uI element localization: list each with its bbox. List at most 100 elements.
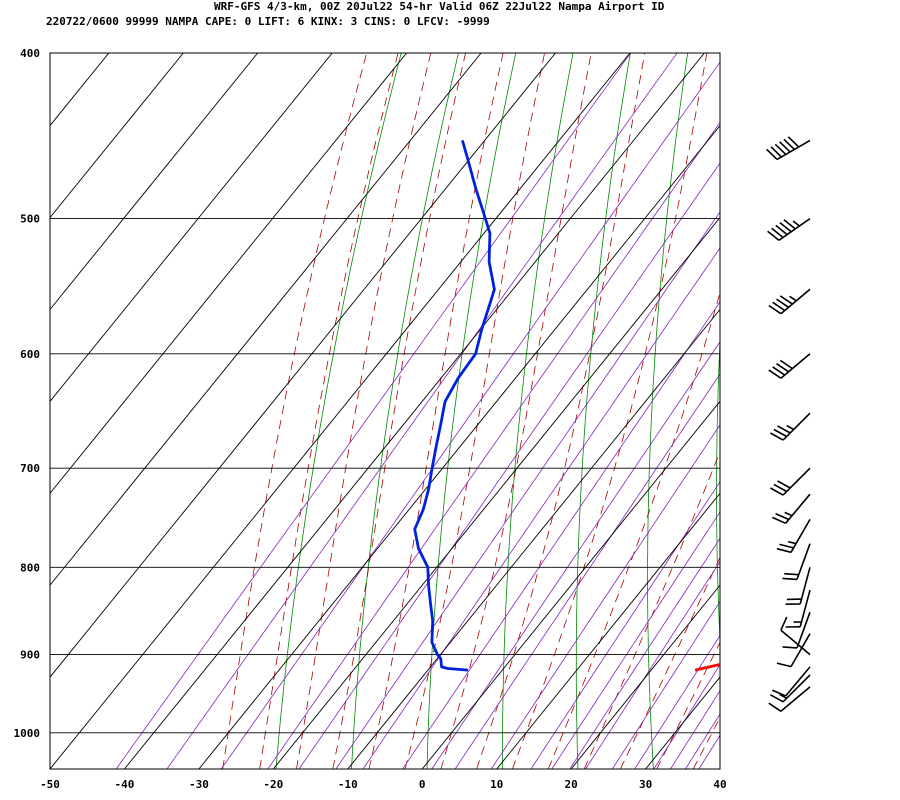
moist-adiabat — [440, 53, 592, 769]
moist-adiabat — [547, 291, 720, 769]
temperature-tick-label: 10 — [490, 778, 503, 791]
isotherm — [50, 53, 259, 311]
temperature-tick-label: 20 — [564, 778, 577, 791]
moist-adiabat — [332, 53, 466, 769]
wind-barb — [776, 518, 811, 554]
moist-adiabat — [656, 641, 720, 769]
dry-adiabat — [575, 53, 631, 769]
mixing-ratio-line — [551, 511, 720, 769]
moist-adiabat — [296, 53, 432, 769]
wind-barb — [776, 633, 811, 668]
wind-barb — [768, 686, 811, 712]
mixing-ratio-line — [115, 53, 632, 769]
pressure-tick-label: 600 — [20, 348, 40, 361]
dry-adiabat — [426, 53, 517, 769]
moist-adiabat — [620, 556, 720, 769]
dry-adiabat — [351, 53, 459, 769]
isotherm — [347, 308, 720, 769]
wind-barb — [770, 412, 811, 441]
pressure-tick-label: 1000 — [14, 727, 41, 740]
temperature-tick-labels: -50 -40 -30 -20 -10 0 10 20 30 40 — [40, 778, 727, 791]
sounding-profiles — [413, 140, 720, 672]
mixing-ratio-line — [166, 53, 678, 769]
pressure-tick-label: 900 — [20, 649, 40, 662]
moist-adiabat — [259, 53, 399, 769]
moist-adiabat — [692, 716, 720, 769]
wind-barb — [768, 353, 811, 379]
isotherm — [719, 768, 720, 769]
moist-adiabat — [222, 53, 368, 769]
temperature-tick-label: -40 — [114, 778, 134, 791]
isotherm — [198, 124, 720, 769]
chart-title: WRF-GFS 4/3-km, 00Z 20Jul22 54-hr Valid … — [214, 0, 665, 13]
dewpoint-profile — [413, 140, 496, 672]
moist-adiabat — [404, 53, 545, 769]
wind-barb — [771, 493, 811, 525]
thermodynamic-background — [50, 53, 900, 769]
mixing-ratio-line — [490, 424, 720, 769]
mixing-ratio-line — [569, 537, 720, 769]
wind-barb — [782, 611, 811, 649]
moist-adiabat — [730, 53, 900, 769]
isotherm — [124, 53, 705, 769]
dry-adiabat — [647, 53, 689, 769]
moist-adiabat — [476, 53, 646, 769]
mixing-ratio-line — [585, 560, 720, 769]
mixing-ratio-line — [298, 162, 720, 769]
pressure-tick-labels: 400 500 600 700 800 900 1000 — [14, 47, 41, 740]
mixing-ratio-line — [362, 247, 720, 769]
isotherm — [272, 216, 720, 769]
chart-stats-line: 220722/0600 99999 NAMPA CAPE: 0 LIFT: 6 … — [46, 15, 490, 28]
isotherm — [50, 53, 556, 678]
isotherm — [50, 53, 333, 403]
moist-adiabat — [583, 450, 720, 769]
wind-barb — [785, 567, 811, 605]
dry-adiabat — [502, 53, 574, 769]
mixing-ratio-line — [670, 690, 720, 769]
wind-barb — [768, 288, 811, 315]
temperature-tick-label: -10 — [338, 778, 358, 791]
mixing-ratio-line — [530, 481, 720, 769]
pressure-tick-label: 800 — [20, 561, 40, 574]
temperature-tick-label: -50 — [40, 778, 60, 791]
isotherm — [50, 53, 110, 127]
wind-barb — [785, 589, 811, 628]
dry-adiabat — [848, 53, 880, 769]
wind-barb — [770, 674, 811, 703]
wind-barb — [770, 467, 811, 496]
temperature-tick-label: 40 — [713, 778, 726, 791]
temperature-tick-label: 30 — [639, 778, 652, 791]
wind-barb-column — [766, 136, 811, 712]
mixing-ratio-line — [454, 373, 720, 769]
temperature-tick-label: -30 — [189, 778, 209, 791]
moist-adiabat — [511, 53, 708, 769]
isotherm — [570, 584, 720, 769]
isotherm — [50, 53, 407, 495]
pressure-tick-label: 500 — [20, 213, 40, 226]
pressure-tick-label: 700 — [20, 462, 40, 475]
mixing-ratio-line — [634, 634, 720, 769]
wind-barb — [771, 666, 811, 697]
mixing-ratio-line — [335, 211, 720, 769]
mixing-ratio-line — [431, 341, 720, 769]
pressure-tick-label: 400 — [20, 47, 40, 60]
wind-barb — [766, 136, 811, 161]
mixing-ratio-line — [698, 734, 720, 769]
isotherm — [50, 53, 482, 586]
isotherm — [50, 53, 184, 219]
mixing-ratio-line — [653, 664, 720, 769]
moist-adiabat — [368, 53, 504, 769]
isotherm — [50, 53, 631, 769]
temperature-tick-label: 0 — [419, 778, 426, 791]
wind-barb — [782, 543, 811, 581]
isotherm — [421, 400, 720, 769]
mixing-ratio-line — [267, 121, 720, 769]
temperature-tick-label: -20 — [263, 778, 283, 791]
dry-adiabat — [716, 332, 720, 649]
wind-barb — [767, 217, 811, 241]
mixing-ratio-line — [220, 61, 720, 769]
plot-frame — [49, 52, 721, 770]
dry-adiabat — [275, 53, 402, 769]
mixing-ratio-line — [612, 601, 720, 769]
